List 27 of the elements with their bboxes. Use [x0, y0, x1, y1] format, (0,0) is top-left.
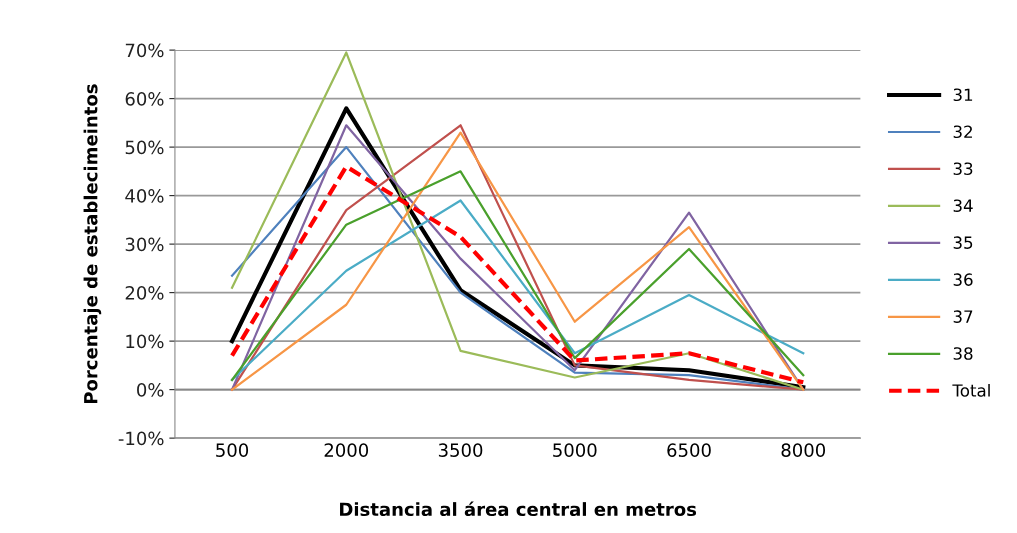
y-tick-label: 70% [125, 43, 164, 58]
y-tick-label: 30% [125, 237, 164, 252]
line-series [230, 51, 805, 391]
y-tick-label: 50% [125, 140, 164, 155]
y-tick-label: 0% [137, 383, 164, 397]
legend-label: Total [952, 383, 990, 397]
y-tick-label: -10% [118, 431, 164, 446]
x-tick-label: 500 [216, 443, 249, 457]
legend-label: 35 [953, 236, 973, 249]
legend-label: 37 [953, 310, 973, 323]
x-tick-label: 6500 [667, 443, 711, 457]
y-tick-label: 20% [125, 286, 164, 300]
y-axis-title: Porcentaje de establecimeintos [83, 84, 102, 404]
x-tick-label: 8000 [781, 443, 826, 457]
legend-label: 34 [953, 199, 973, 212]
x-axis-title: Distancia al área central en metros [340, 501, 697, 517]
x-tick-label: 3500 [438, 443, 483, 457]
y-tick-label: 40% [125, 189, 164, 203]
legend-label: 33 [953, 162, 973, 176]
x-tick-label: 2000 [324, 443, 369, 457]
y-tick-label: 60% [125, 92, 164, 106]
legend-label: 32 [953, 125, 972, 139]
legend-label: 38 [953, 347, 973, 360]
y-tick-label: 10% [126, 334, 164, 349]
legend-label: 36 [953, 273, 973, 286]
x-tick-label: 5000 [553, 443, 597, 457]
legend-label: 31 [953, 88, 973, 102]
